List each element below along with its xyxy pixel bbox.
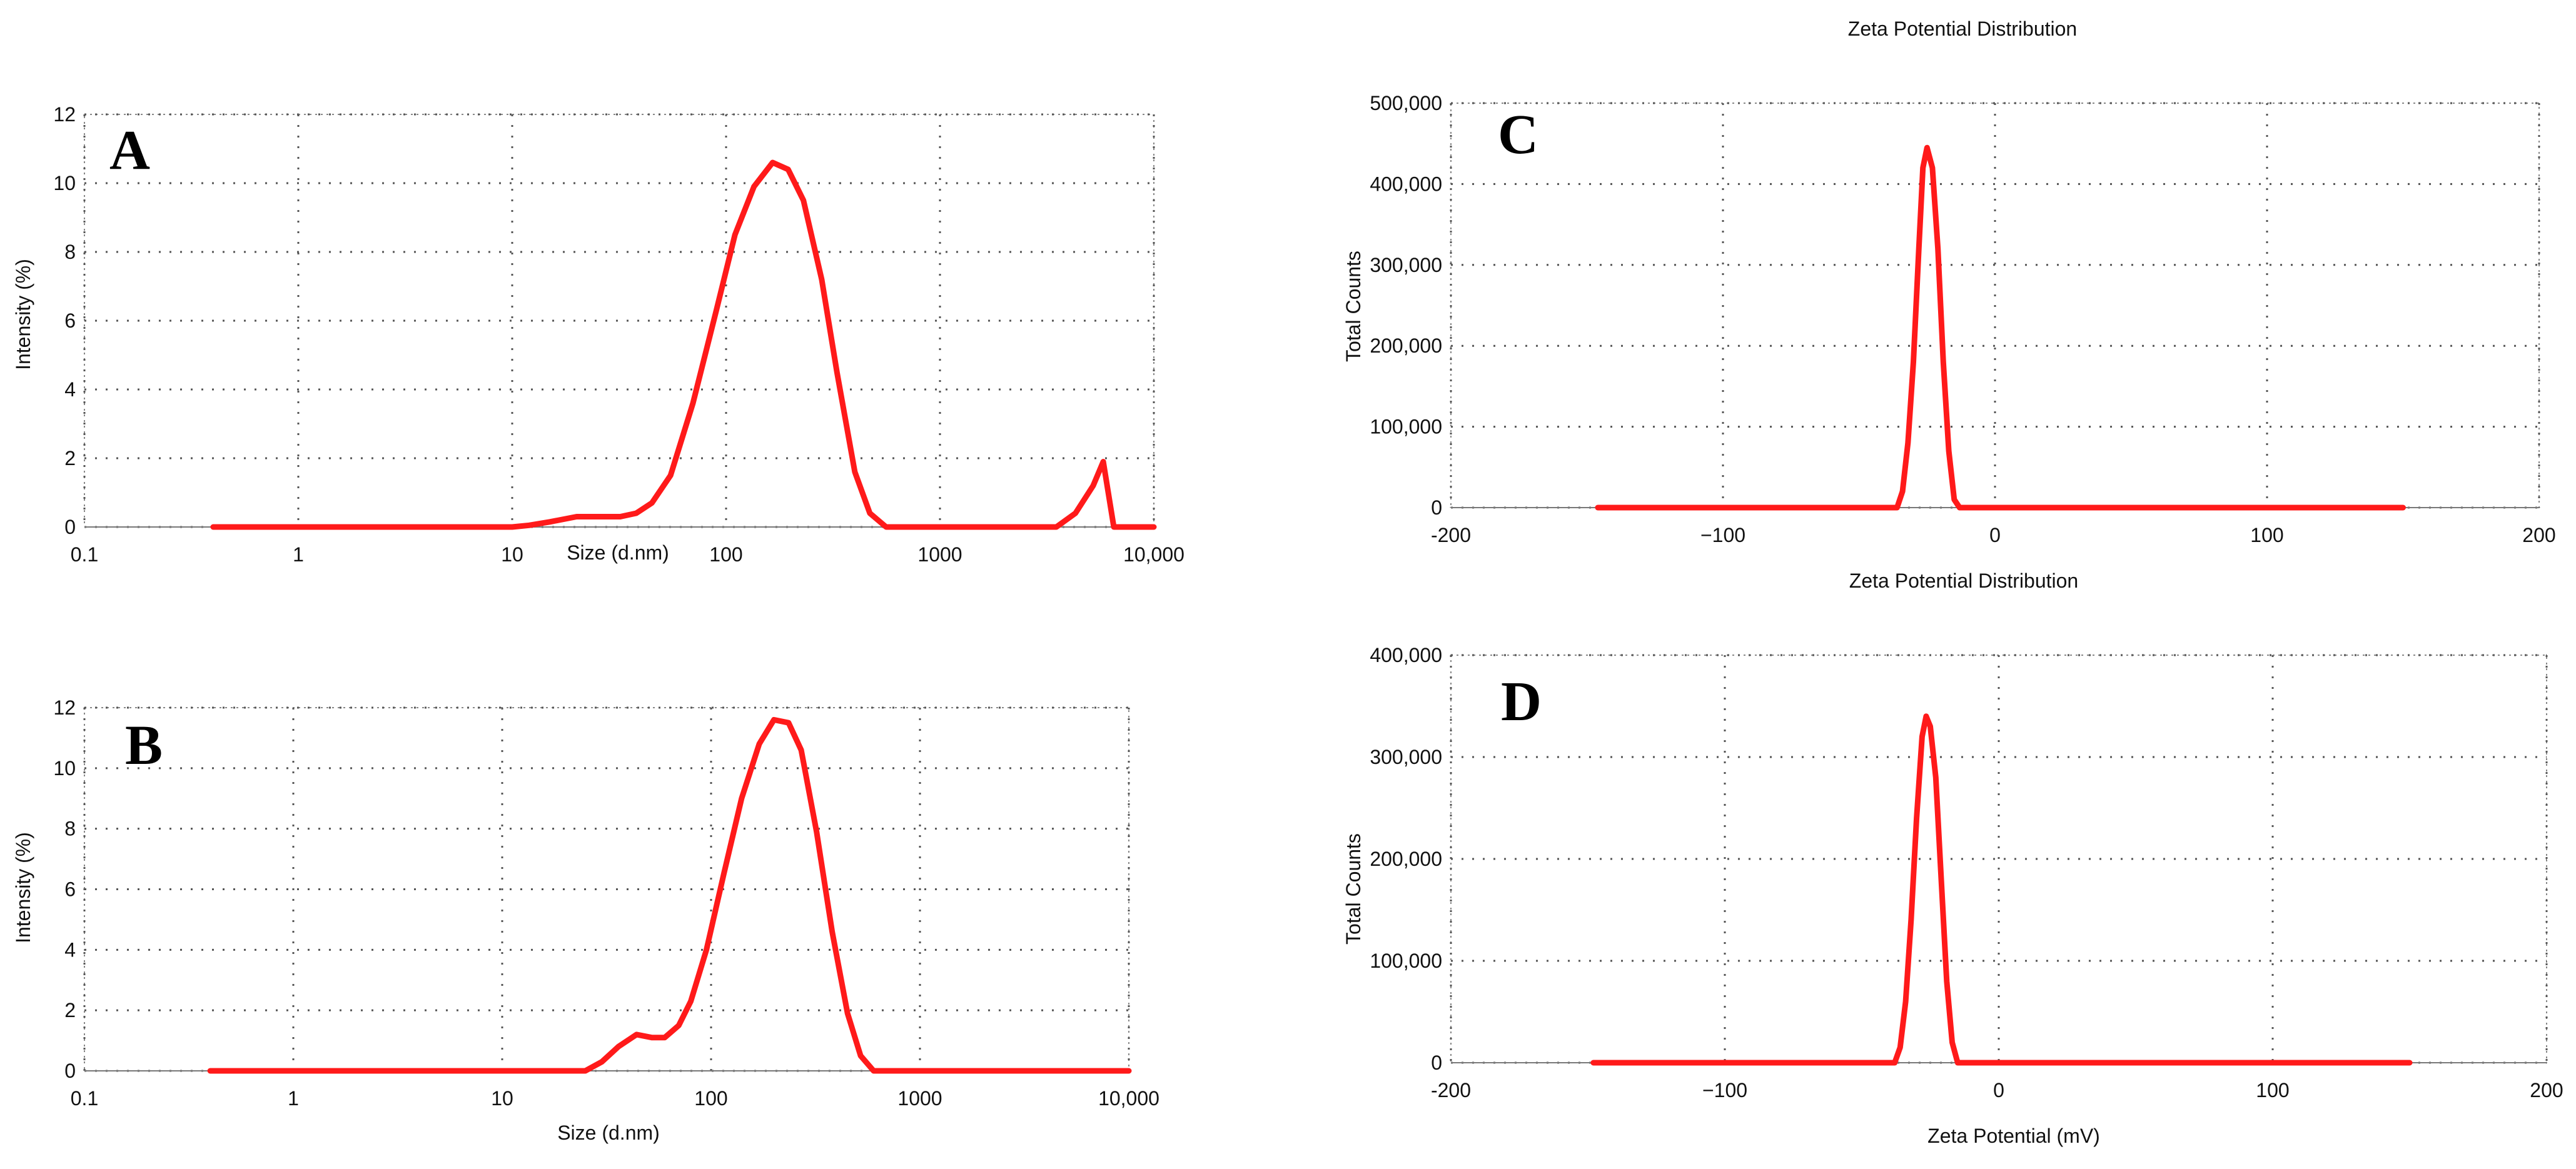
chart-b-series-line bbox=[207, 716, 1132, 1074]
chart-c-y-ticks: 0 100,000 200,000 300,000 400,000 500,000 bbox=[1370, 92, 1442, 519]
chart-d-x-ticks: -200 −100 0 100 200 bbox=[1431, 1079, 2563, 1101]
chart-d-y-tick-label: 0 bbox=[1431, 1051, 1442, 1074]
chart-a-y-tick-label: 12 bbox=[53, 103, 76, 126]
chart-a-x-tick-label: 100 bbox=[709, 543, 742, 566]
chart-d-x-tick-label: 200 bbox=[2530, 1079, 2563, 1101]
chart-b-x-tick-label: 10,000 bbox=[1098, 1087, 1159, 1110]
chart-a-x-ticks: 0.1 1 10 100 1000 10,000 bbox=[71, 543, 1184, 566]
chart-a-series bbox=[210, 159, 1157, 530]
chart-b-x-tick-label: 100 bbox=[694, 1087, 727, 1110]
chart-b-y-tick-label: 6 bbox=[64, 878, 76, 901]
chart-b-x-ticks: 0.1 1 10 100 1000 10,000 bbox=[71, 1087, 1159, 1110]
chart-c-x-tick-label: 0 bbox=[1989, 524, 2001, 546]
chart-a-x-tick-label: 10,000 bbox=[1123, 543, 1184, 566]
chart-d-y-tick-label: 200,000 bbox=[1370, 848, 1442, 870]
chart-d-y-tick-label: 400,000 bbox=[1370, 644, 1442, 666]
chart-d-title: Zeta Potential Distribution bbox=[1849, 569, 2078, 592]
chart-b-y-tick-label: 10 bbox=[53, 757, 76, 780]
chart-d-x-tick-label: −100 bbox=[1702, 1079, 1747, 1101]
chart-a-x-tick-label: 1000 bbox=[917, 543, 962, 566]
chart-a-x-tick-label: 0.1 bbox=[71, 543, 98, 566]
chart-d-x-tick-label: -200 bbox=[1431, 1079, 1471, 1101]
chart-b-y-tick-label: 8 bbox=[64, 818, 76, 840]
chart-panel-a: 0.1 1 10 100 1000 10,000 0 2 4 6 8 10 12 A Size (d.… bbox=[12, 103, 1184, 566]
chart-d-x-tick-label: 0 bbox=[1993, 1079, 2004, 1101]
chart-c-y-tick-label: 400,000 bbox=[1370, 173, 1442, 195]
chart-c-y-tick-label: 100,000 bbox=[1370, 416, 1442, 438]
chart-b-y-tick-label: 2 bbox=[64, 999, 76, 1021]
chart-a-x-axis-label: Size (d.nm) bbox=[567, 541, 669, 564]
chart-b-x-axis-label: Size (d.nm) bbox=[557, 1121, 660, 1144]
chart-c-panel-letter: C bbox=[1498, 104, 1538, 166]
chart-a-x-tick-label: 10 bbox=[501, 543, 523, 566]
chart-d-y-ticks: 0 100,000 200,000 300,000 400,000 bbox=[1370, 644, 1442, 1074]
chart-d-x-tick-label: 100 bbox=[2256, 1079, 2289, 1101]
chart-a-y-tick-label: 8 bbox=[64, 241, 76, 263]
chart-b-panel-letter: B bbox=[125, 715, 163, 776]
chart-d-y-tick-label: 100,000 bbox=[1370, 950, 1442, 972]
chart-b-y-ticks: 0 2 4 6 8 10 12 bbox=[53, 696, 76, 1082]
chart-c-series bbox=[1595, 144, 2406, 511]
chart-panel-d: -200 −100 0 100 200 0 100,000 200,000 300,000 40… bbox=[1342, 569, 2563, 1147]
chart-b-x-tick-label: 10 bbox=[491, 1087, 513, 1110]
chart-a-x-tick-label: 1 bbox=[293, 543, 304, 566]
chart-panel-c: -200 −100 0 100 200 0 100,000 200,000 300,000 40… bbox=[1342, 18, 2556, 546]
chart-c-x-tick-label: 200 bbox=[2522, 524, 2555, 546]
chart-a-series-line bbox=[210, 159, 1157, 530]
chart-b-y-axis-label: Intensity (%) bbox=[12, 832, 34, 943]
chart-d-series-line bbox=[1590, 713, 2413, 1066]
chart-c-x-ticks: -200 −100 0 100 200 bbox=[1431, 524, 2556, 546]
chart-a-y-axis-label: Intensity (%) bbox=[12, 259, 34, 370]
chart-d-series bbox=[1590, 713, 2413, 1066]
chart-panel-b: 0.1 1 10 100 1000 10,000 0 2 4 6 8 10 12 B Size (d.… bbox=[12, 696, 1159, 1144]
chart-c-x-tick-label: −100 bbox=[1700, 524, 1745, 546]
chart-b-x-tick-label: 1000 bbox=[897, 1087, 942, 1110]
chart-c-x-tick-label: -200 bbox=[1431, 524, 1471, 546]
chart-b-y-tick-label: 4 bbox=[64, 938, 76, 961]
chart-c-x-tick-label: 100 bbox=[2250, 524, 2283, 546]
chart-d-y-axis-label: Total Counts bbox=[1342, 833, 1365, 945]
chart-a-panel-letter: A bbox=[109, 119, 150, 181]
chart-b-x-tick-label: 0.1 bbox=[71, 1087, 98, 1110]
chart-b-x-tick-label: 1 bbox=[288, 1087, 299, 1110]
chart-c-y-tick-label: 300,000 bbox=[1370, 254, 1442, 276]
chart-b-series bbox=[207, 716, 1132, 1074]
chart-d-x-axis-label: Zeta Potential (mV) bbox=[1927, 1125, 2100, 1147]
chart-b-y-tick-label: 0 bbox=[64, 1060, 76, 1082]
chart-d-panel-letter: D bbox=[1501, 671, 1542, 733]
chart-a-y-ticks: 0 2 4 6 8 10 12 bbox=[53, 103, 76, 538]
chart-c-y-tick-label: 500,000 bbox=[1370, 92, 1442, 114]
chart-c-title: Zeta Potential Distribution bbox=[1848, 18, 2077, 40]
chart-c-y-axis-label: Total Counts bbox=[1342, 251, 1365, 362]
chart-a-y-tick-label: 2 bbox=[64, 447, 76, 469]
chart-c-y-tick-label: 0 bbox=[1431, 496, 1442, 519]
chart-c-y-tick-label: 200,000 bbox=[1370, 334, 1442, 357]
chart-a-y-tick-label: 0 bbox=[64, 516, 76, 538]
chart-a-y-tick-label: 10 bbox=[53, 172, 76, 194]
chart-a-y-tick-label: 4 bbox=[64, 378, 76, 401]
chart-d-y-tick-label: 300,000 bbox=[1370, 746, 1442, 768]
chart-c-series-line bbox=[1595, 144, 2406, 511]
chart-a-y-tick-label: 6 bbox=[64, 309, 76, 332]
chart-b-y-tick-label: 12 bbox=[53, 696, 76, 719]
